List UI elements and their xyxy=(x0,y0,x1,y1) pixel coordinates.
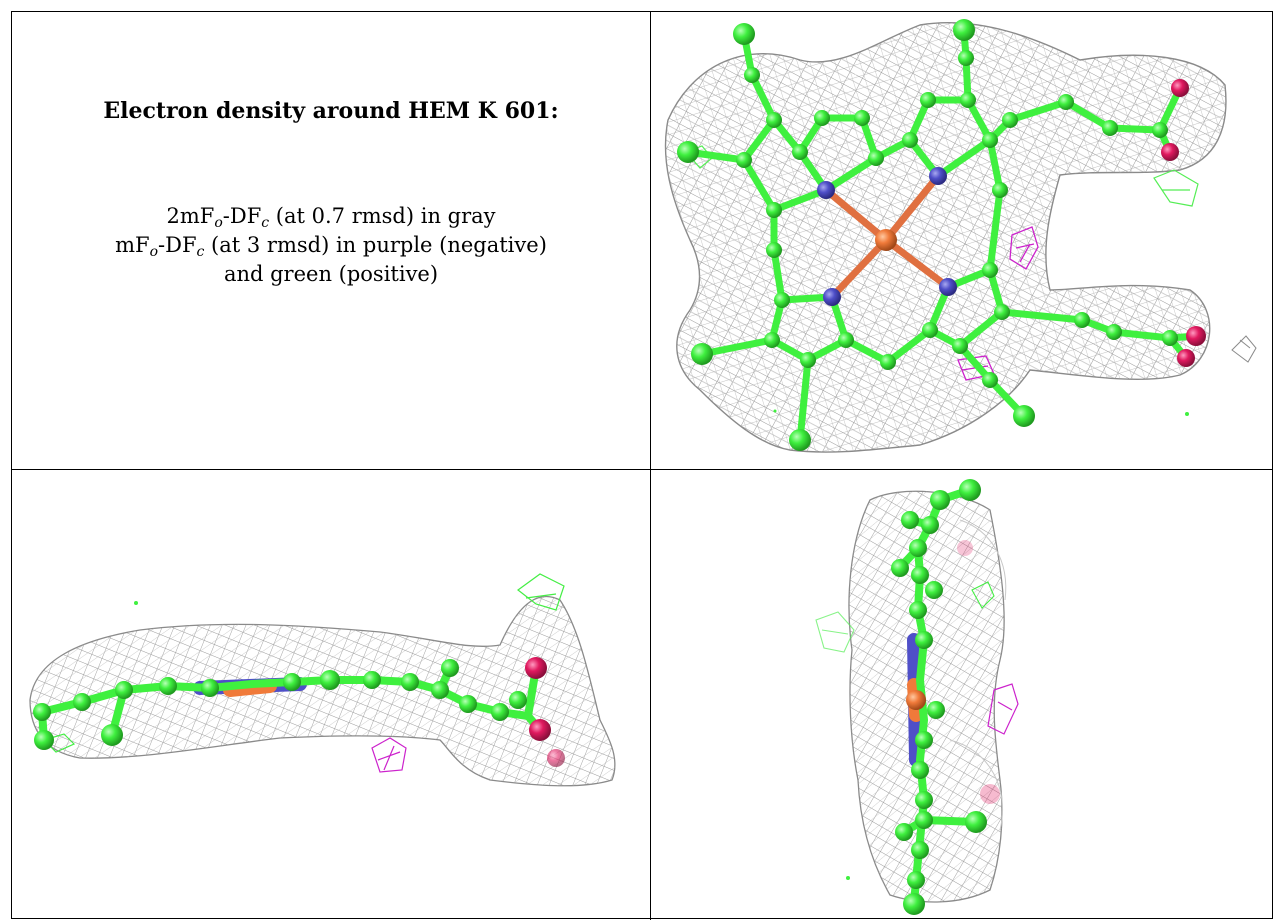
legend-line-gray: 2mFo-DFc (at 0.7 rmsd) in gray xyxy=(12,202,650,231)
legend-subscript: c xyxy=(196,244,205,260)
legend-text: mF xyxy=(115,233,150,257)
heme-atoms xyxy=(677,19,1206,451)
heme-front-svg xyxy=(664,19,1257,453)
legend-line-difference: mFo-DFc (at 3 rmsd) in purple (negative) xyxy=(12,231,650,260)
difference-density-blobs xyxy=(684,145,1199,416)
figure-title: Electron density around HEM K 601: xyxy=(103,98,559,124)
heme-side-vertical-view xyxy=(651,470,1272,919)
legend-subscript: c xyxy=(261,215,270,231)
legend-text: (at 3 rmsd) in purple (negative) xyxy=(204,233,547,257)
legend-text: (at 0.7 rmsd) in gray xyxy=(269,204,496,228)
density-mesh-2fo-fc xyxy=(848,490,1007,903)
legend-subscript: o xyxy=(149,244,159,260)
caption-cell: Electron density around HEM K 601: 2mFo-… xyxy=(12,12,650,469)
figure-table xyxy=(11,11,1273,919)
density-mesh-2fo-fc xyxy=(664,22,1257,453)
heme-front-view xyxy=(651,12,1272,469)
heme-side-horizontal-svg xyxy=(29,573,616,787)
legend-text: 2mF xyxy=(166,204,215,228)
legend-text: -DF xyxy=(158,233,197,257)
heme-atoms xyxy=(891,479,987,915)
table-divider-horizontal xyxy=(11,469,1273,470)
heme-atoms xyxy=(33,657,565,767)
legend-subscript: o xyxy=(214,215,223,231)
density-mesh-2fo-fc xyxy=(29,595,616,787)
figure-legend: 2mFo-DFc (at 0.7 rmsd) in gray mFo-DFc (… xyxy=(12,202,650,289)
heme-side-vertical-svg xyxy=(815,479,1019,915)
legend-line-positive: and green (positive) xyxy=(223,262,439,286)
difference-density-blobs xyxy=(42,573,565,773)
difference-density-blobs xyxy=(815,540,1019,880)
heme-side-horizontal-view xyxy=(12,470,650,919)
table-divider-vertical xyxy=(650,11,651,920)
legend-text: -DF xyxy=(222,204,262,228)
